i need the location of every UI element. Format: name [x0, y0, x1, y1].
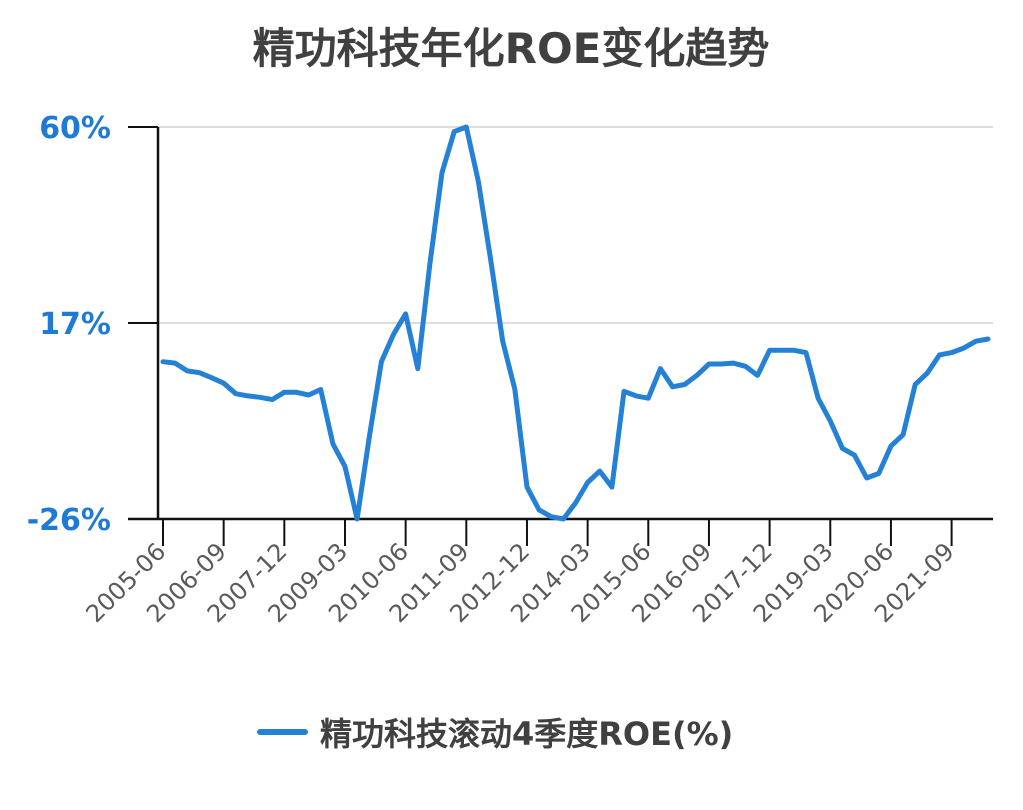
y-tick-label: -26% [27, 503, 111, 538]
y-tick-label: 60% [39, 111, 111, 146]
y-tick-label: 17% [39, 307, 111, 342]
legend[interactable]: 精功科技滚动4季度ROE(%) [257, 715, 733, 753]
series-layer [160, 124, 991, 522]
grid-lines [158, 126, 993, 324]
y-axis-ticks: 60% 17% -26% [27, 111, 158, 538]
chart-title: 精功科技年化ROE变化趋势 [253, 24, 770, 73]
x-axis-ticks: 2005-062006-092007-122009-032010-062011-… [81, 519, 960, 628]
series-line-roe [160, 124, 991, 522]
legend-label: 精功科技滚动4季度ROE(%) [320, 715, 733, 753]
